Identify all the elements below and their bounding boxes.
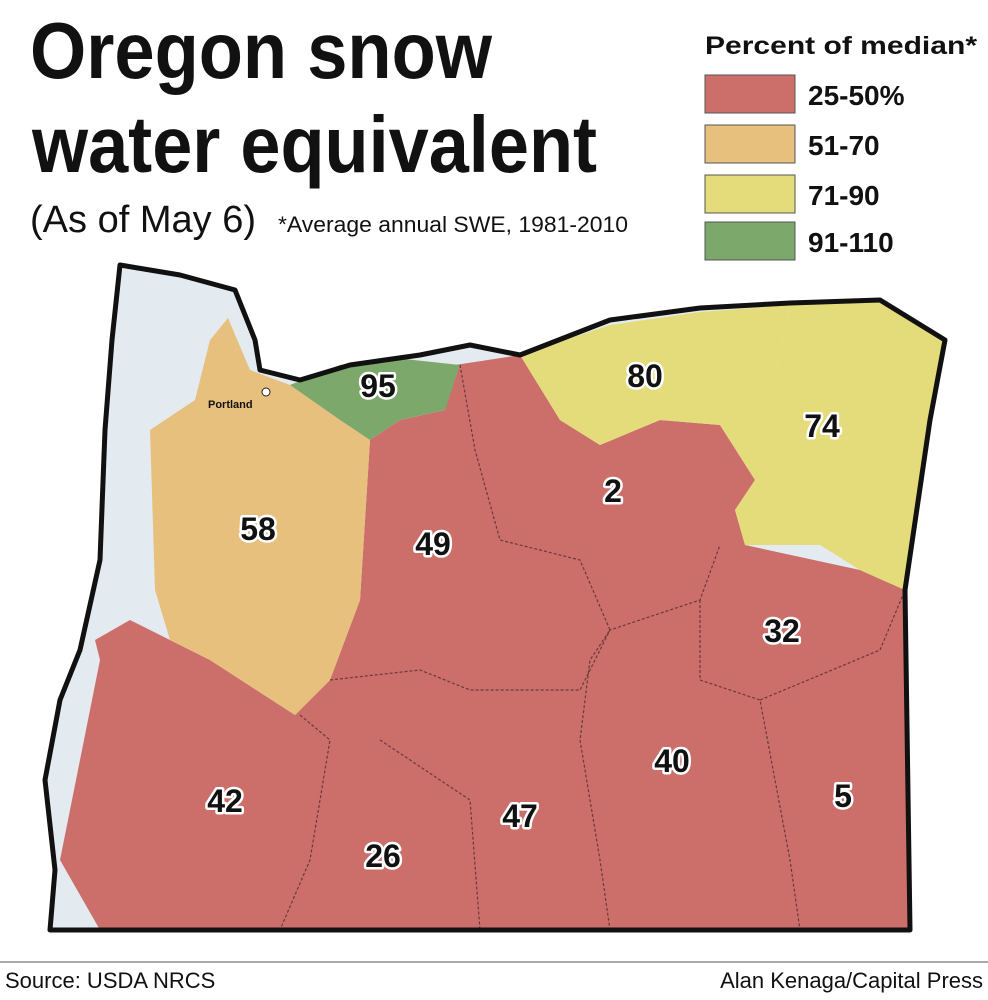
basin-region [290, 358, 460, 440]
region-label: 26 [365, 838, 401, 874]
legend-swatch [704, 124, 796, 164]
region-label: 95 [360, 368, 396, 404]
basin-region [150, 318, 370, 715]
legend-label: 51-70 [808, 130, 880, 161]
region-label: 2 [604, 473, 622, 509]
region-label: 49 [415, 526, 451, 562]
region-label: 40 [654, 743, 690, 779]
state-outline [42, 262, 948, 933]
legend-swatch [704, 221, 796, 261]
subtitle: (As of May 6) [30, 199, 256, 241]
city-label: Portland [208, 399, 253, 411]
basin-border [759, 589, 906, 701]
region-label: 47 [502, 798, 538, 834]
region-label: 42 [207, 783, 243, 819]
oregon-map: Portland [42, 262, 948, 933]
basin-region [520, 305, 790, 445]
region-label: 80 [627, 358, 663, 394]
legend-label: 71-90 [808, 180, 880, 211]
basin-border [459, 364, 611, 931]
legend-swatch [704, 174, 796, 214]
source: Source: USDA NRCS [5, 968, 215, 993]
note: *Average annual SWE, 1981-2010 [278, 212, 628, 237]
region-label: 32 [764, 613, 800, 649]
title: Oregon snow [30, 6, 493, 95]
legend-swatch [704, 74, 796, 114]
basin-region [720, 300, 945, 590]
region-label: 74 [804, 408, 840, 444]
basin-region [60, 355, 910, 930]
region-labels: 95 80 74 58 2 49 32 40 5 42 47 26 [205, 356, 855, 877]
title: water equivalent [31, 100, 597, 189]
credit: Alan Kenaga/Capital Press [720, 968, 983, 993]
legend-label: 25-50% [808, 80, 905, 111]
basin-border [379, 739, 481, 931]
legend-title: Percent of median* [705, 32, 977, 60]
legend-label: 91-110 [808, 227, 894, 258]
legend: 25-50% 51-70 71-90 91-110 [704, 74, 905, 261]
region-label: 5 [834, 778, 852, 814]
region-label: 58 [240, 511, 276, 547]
city-marker [261, 387, 271, 397]
